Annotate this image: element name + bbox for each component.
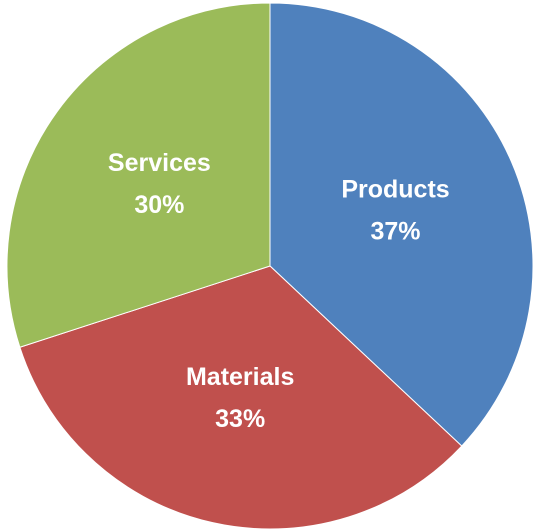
pie-slice [269,2,534,447]
slice-value-label: 33% [215,405,265,433]
slice-name: Services [108,149,211,177]
slice-name: Materials [186,363,294,391]
pie-slice [6,2,271,348]
pie-slice [19,265,463,529]
slice-value-label: 30% [134,191,184,219]
slice-value-label: 37% [370,217,420,245]
slice-name: Products [341,175,449,203]
